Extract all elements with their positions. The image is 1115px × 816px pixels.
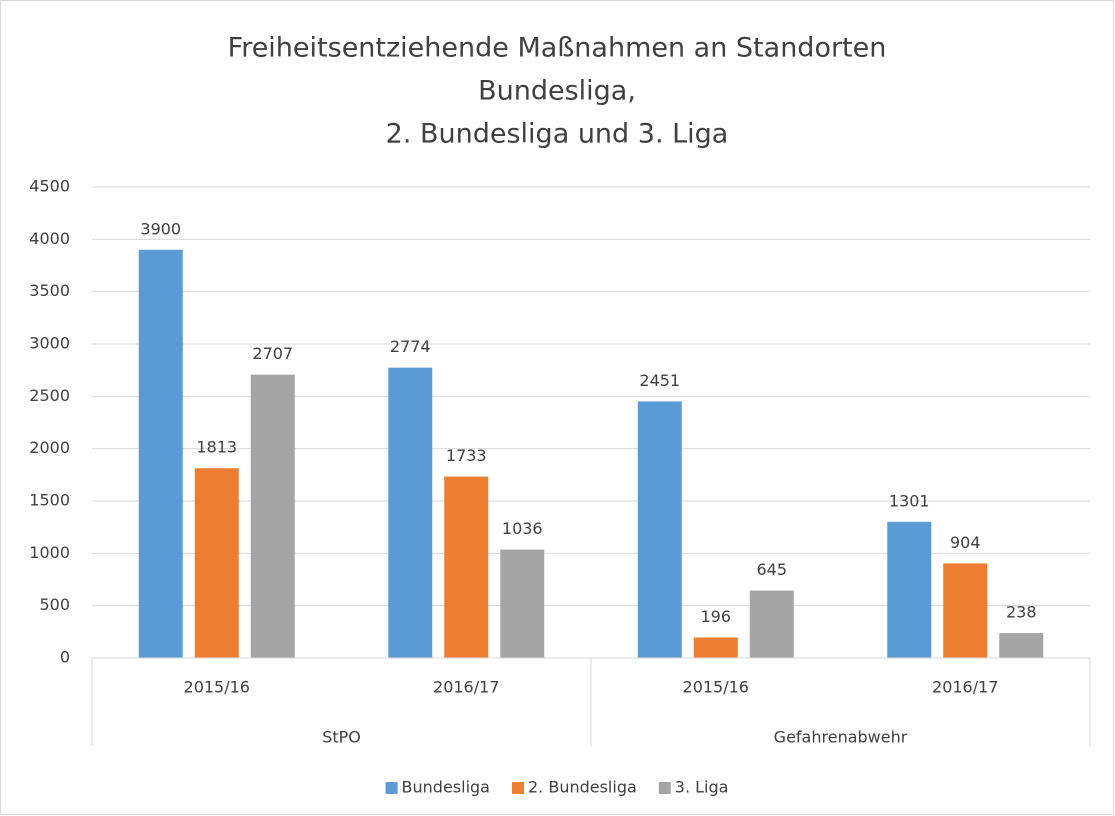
data-label: 1813: [196, 438, 237, 457]
data-label: 1301: [889, 491, 930, 510]
chart-title: 2. Bundesliga und 3. Liga: [386, 119, 729, 150]
data-label: 196: [700, 607, 731, 626]
legend-label: 3. Liga: [675, 778, 729, 797]
bar: [500, 549, 545, 658]
y-tick-label: 4000: [29, 229, 70, 248]
y-tick-label: 500: [39, 595, 70, 614]
chart-title: Freiheitsentziehende Maßnahmen an Stando…: [228, 33, 887, 64]
y-tick-label: 1500: [29, 491, 70, 510]
bar: [194, 468, 239, 658]
legend-label: Bundesliga: [402, 778, 490, 797]
y-tick-label: 3000: [29, 334, 70, 353]
y-tick-label: 3500: [29, 281, 70, 300]
bar: [943, 563, 988, 658]
bar: [693, 637, 738, 658]
data-label: 904: [950, 533, 981, 552]
data-label: 2707: [252, 344, 293, 363]
bar: [388, 367, 433, 658]
data-label: 2774: [390, 337, 431, 356]
x-tick-label: 2015/16: [184, 678, 250, 697]
data-label: 1036: [502, 519, 543, 538]
data-label: 3900: [140, 219, 181, 238]
chart-title: Bundesliga,: [478, 76, 636, 107]
legend-swatch: [385, 782, 398, 794]
y-tick-label: 4500: [29, 177, 70, 196]
y-tick-label: 1000: [29, 543, 70, 562]
data-label: 1733: [446, 446, 487, 465]
x-tick-label: 2015/16: [683, 678, 749, 697]
data-label: 2451: [639, 371, 680, 390]
bar: [250, 374, 295, 658]
bar: [999, 633, 1044, 658]
legend-swatch: [511, 782, 524, 794]
data-label: 238: [1006, 603, 1037, 622]
bar: [138, 249, 183, 659]
bar: [749, 590, 794, 658]
legend-label: 2. Bundesliga: [528, 778, 637, 797]
y-tick-label: 0: [60, 648, 70, 667]
bar: [444, 476, 489, 658]
bar: [887, 521, 932, 658]
y-tick-label: 2000: [29, 438, 70, 457]
y-tick-label: 2500: [29, 386, 70, 405]
bar: [637, 401, 682, 658]
x-tick-label: 2016/17: [433, 678, 499, 697]
x-tick-label: 2016/17: [932, 678, 998, 697]
group-label: StPO: [322, 728, 361, 747]
data-label: 645: [756, 560, 787, 579]
legend-swatch: [658, 782, 671, 794]
group-label: Gefahrenabwehr: [774, 728, 908, 747]
